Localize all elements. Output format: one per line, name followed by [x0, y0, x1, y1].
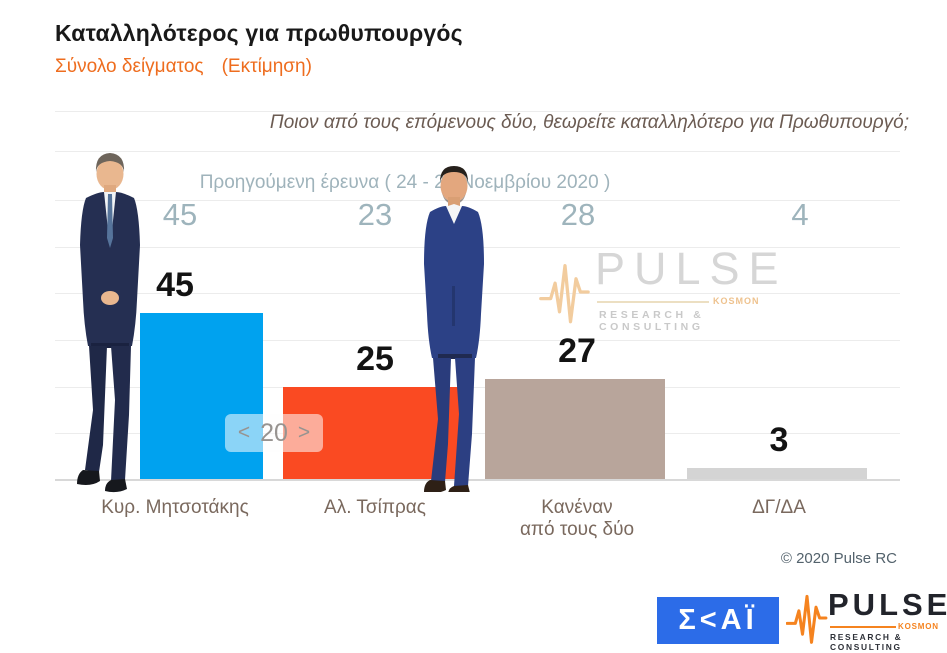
- value-label: 3: [769, 420, 789, 459]
- previous-value-label: 23: [357, 197, 393, 232]
- subtitle-estimate: (Εκτίμηση): [221, 56, 312, 77]
- gridline: [55, 433, 900, 434]
- watermark-rule: [597, 301, 709, 303]
- skai-logo-text: Σ<ΑΪ: [678, 604, 758, 636]
- gridline: [55, 111, 900, 112]
- next-slide-arrow[interactable]: >: [297, 421, 311, 444]
- watermark-brand: PULSE: [595, 243, 788, 294]
- previous-value-label: 28: [560, 197, 596, 232]
- gridline: [55, 387, 900, 388]
- watermark-tagline: RESEARCH & CONSULTING: [599, 309, 705, 333]
- category-label: Κυρ. Μητσοτάκης: [101, 497, 249, 518]
- pulse-waveform-icon: [539, 263, 590, 324]
- page-title: Καταλληλότερος για πρωθυπουργός: [55, 20, 463, 46]
- gridline: [55, 200, 900, 201]
- value-label: 45: [156, 265, 194, 304]
- copyright: © 2020 Pulse RC: [780, 550, 897, 567]
- pulse-logo: PULSE KOSMON RESEARCH & CONSULTING: [786, 587, 947, 652]
- pulse-logo-brand: PULSE: [828, 587, 947, 622]
- previous-value-label: 45: [162, 197, 198, 232]
- watermark-badge: KOSMON: [713, 296, 760, 306]
- skai-logo: Σ<ΑΪ: [657, 597, 779, 644]
- value-label: 27: [558, 332, 596, 371]
- category-label: ΔΓ/ΔΑ: [752, 497, 806, 518]
- bar: [687, 467, 867, 479]
- survey-question: Ποιον από τους επόμενους δύο, θεωρείτε κ…: [269, 112, 909, 133]
- slide-nav: < 20 >: [225, 414, 323, 452]
- mitsotakis-photo: [77, 153, 140, 493]
- previous-survey-label: Προηγούμενη έρευνα ( 24 - 26 Νοεμβρίου 2…: [199, 172, 611, 193]
- slide-number: 20: [260, 418, 288, 447]
- tsipras-photo: [424, 166, 484, 492]
- pulse-waveform-icon: [786, 594, 828, 644]
- value-label: 25: [356, 339, 394, 378]
- pulse-logo-rule: [830, 626, 896, 628]
- chart-baseline: [55, 479, 900, 481]
- subtitle-sample: Σύνολο δείγματος: [55, 56, 204, 77]
- category-label: Αλ. Τσίπρας: [324, 497, 426, 518]
- previous-value-label: 4: [791, 197, 809, 232]
- pulse-logo-tagline: RESEARCH & CONSULTING: [830, 632, 903, 652]
- category-label: Κανέναν από τους δύο: [519, 497, 635, 541]
- bar: [485, 379, 665, 479]
- pulse-logo-badge: KOSMON: [898, 622, 939, 631]
- page-subtitle: Σύνολο δείγματος (Εκτίμηση): [55, 56, 312, 78]
- gridline: [55, 151, 900, 152]
- pulse-watermark: PULSE KOSMON RESEARCH & CONSULTING: [539, 243, 779, 333]
- prev-slide-arrow[interactable]: <: [237, 421, 251, 444]
